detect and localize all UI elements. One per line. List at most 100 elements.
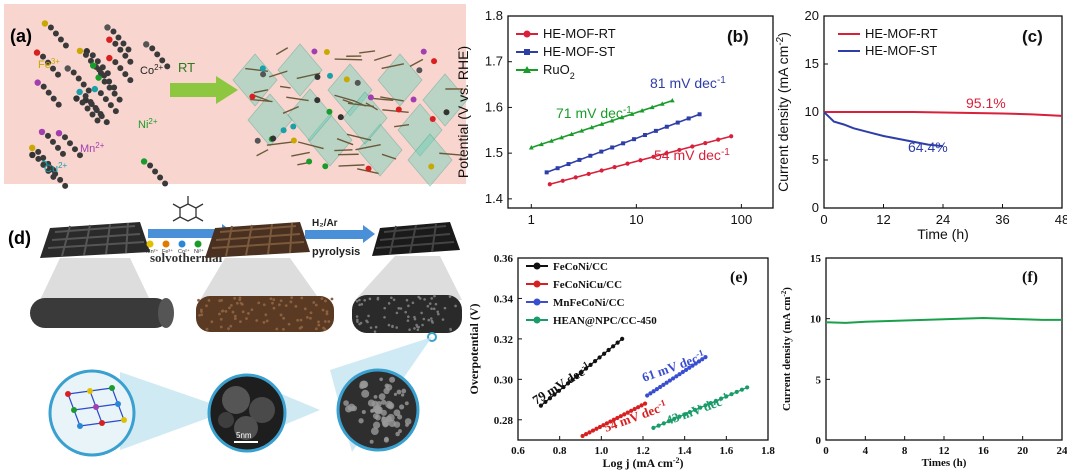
texture-dot — [296, 318, 300, 322]
legend-marker — [524, 49, 530, 55]
framework-linker — [334, 94, 355, 102]
x-tick-label: 20 — [1017, 445, 1029, 457]
series-marker — [618, 414, 623, 419]
texture-dot — [284, 304, 288, 308]
ion-dot-label: Ni²⁺ — [194, 248, 204, 255]
linker-atom — [49, 138, 56, 145]
linker-atom — [106, 78, 113, 85]
framework-linker — [347, 102, 374, 108]
linker-atom — [71, 146, 78, 153]
linker-atom — [117, 65, 124, 72]
linker-atom — [80, 81, 87, 88]
series-marker — [696, 359, 702, 364]
linker-end-atom — [89, 62, 97, 69]
framework-linker — [296, 72, 321, 80]
texture-dot — [200, 313, 204, 317]
sem-grain — [381, 419, 390, 427]
texture-dot — [395, 311, 399, 315]
ion-label-mn: Mn2+ — [80, 141, 105, 156]
series-marker — [544, 170, 549, 175]
framework-linker — [409, 58, 424, 68]
annotation-text: 71 mV dec — [556, 105, 623, 121]
x-tick-label: 1.2 — [636, 445, 650, 457]
series-marker — [538, 141, 544, 147]
linker-end-atom — [29, 151, 36, 159]
legend-label: HE-MOF-RT — [543, 26, 616, 41]
organic-linker-icon — [172, 196, 204, 222]
y-axis-label-end: ) — [781, 287, 793, 291]
sem-grain — [395, 431, 400, 437]
linker-end-atom — [55, 129, 63, 137]
sem-grain — [372, 413, 379, 419]
texture-dot — [272, 306, 276, 310]
series-marker — [690, 363, 695, 368]
legend-text: MnFeCoNi/CC — [553, 297, 625, 309]
series-marker — [719, 396, 724, 401]
linker-end-atom — [91, 85, 99, 93]
annotation-text: 43 mV dec — [664, 394, 724, 428]
texture-dot — [220, 298, 223, 302]
series-marker — [610, 145, 615, 150]
sem-grain — [387, 413, 395, 422]
x-tick-label: 16 — [978, 445, 990, 457]
x-axis-label-end: ) — [680, 456, 684, 470]
texture-dot — [399, 307, 403, 310]
lattice-atom — [99, 420, 105, 426]
linker-atom — [35, 148, 42, 155]
y-tick-label: 15 — [810, 253, 822, 265]
scale-bar-label: 5nm — [236, 431, 252, 440]
sem-grain — [393, 392, 398, 396]
linker-atom — [115, 34, 122, 41]
series-marker — [739, 387, 745, 392]
linker-atom — [92, 104, 99, 111]
texture-dot — [441, 318, 445, 321]
texture-dot — [219, 317, 223, 321]
linker-atom — [157, 174, 164, 181]
lattice-atom — [93, 404, 99, 410]
x-tick-label: 1.8 — [761, 445, 775, 457]
texture-dot — [275, 327, 279, 331]
series-marker — [656, 423, 661, 428]
y-tick-label: 0.30 — [494, 374, 514, 386]
metal-node — [322, 163, 329, 170]
linker-atom — [111, 84, 118, 91]
ion-label-fe: Fe3+ — [38, 57, 60, 72]
linker-atom — [57, 176, 64, 183]
linker-atom — [75, 75, 82, 82]
ion-label-ni: Ni2+ — [138, 117, 158, 132]
texture-dot — [427, 318, 431, 322]
x-tick-label: 24 — [936, 212, 950, 227]
octahedron-node — [327, 63, 373, 117]
series-marker — [625, 410, 630, 415]
linker-atom — [112, 59, 119, 66]
sem-grain — [372, 421, 381, 429]
texture-dot — [449, 327, 452, 331]
texture-dot — [264, 313, 268, 317]
octahedron-node — [422, 73, 468, 127]
plot-frame — [507, 15, 774, 209]
linker-atom — [40, 53, 47, 60]
linker-end-atom — [76, 88, 83, 96]
ion-symbol: Mn — [80, 143, 95, 155]
legend-label: HE-MOF-ST — [543, 44, 615, 59]
texture-dot — [309, 311, 313, 315]
texture-dot — [262, 321, 266, 324]
mof-framework-illustration — [232, 43, 468, 187]
framework-linker — [342, 99, 354, 105]
octahedron-node — [407, 133, 453, 187]
series-marker — [629, 408, 634, 413]
texture-dot — [235, 301, 239, 305]
ion-dot — [194, 240, 202, 248]
ion-symbol: Ni — [138, 119, 148, 131]
linker-atom — [50, 65, 57, 72]
series-marker — [622, 412, 627, 417]
y-axis-label-text: Potential (V vs. RHE) — [455, 46, 471, 178]
metal-node — [306, 158, 313, 165]
x-tick-label: 0 — [820, 212, 827, 227]
ion-dot-label: Fe³⁺ — [162, 248, 173, 255]
series-marker — [642, 401, 648, 406]
texture-dot — [250, 308, 254, 312]
lattice-schematic — [48, 369, 136, 457]
ion-charge: 2+ — [95, 141, 104, 150]
texture-dot — [231, 310, 235, 314]
